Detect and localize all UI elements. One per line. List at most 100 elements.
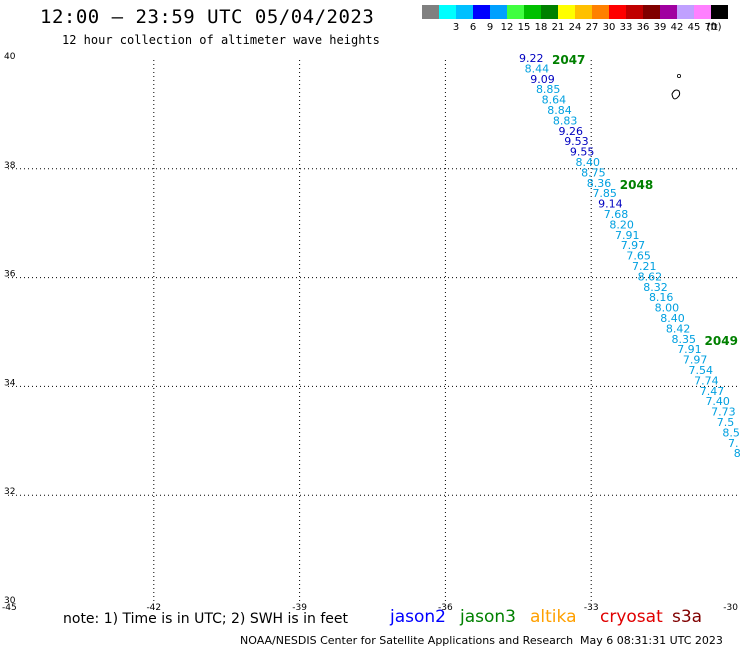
scale-swatch [626,5,643,19]
scale-label: 39 [653,22,667,33]
footer-credit: NOAA/NESDIS Center for Satellite Applica… [240,634,574,647]
scale-label: 6 [469,22,477,33]
scale-label: 12 [500,22,514,33]
wave-height-label: 8.5 [722,426,740,439]
scale-swatch [711,5,728,19]
wave-height-label: 9.22 [519,52,544,65]
scale-swatch [473,5,490,19]
longitude-label: -30 [723,603,738,613]
scale-label: 3 [452,22,460,33]
scale-label: 18 [534,22,548,33]
scale-swatch [422,5,439,19]
wave-height-label: 8.20 [609,218,634,231]
wave-height-label: 8.44 [525,62,550,75]
wave-height-label: 8.32 [643,281,668,294]
islet-outline [677,74,682,79]
scale-label: 42 [670,22,684,33]
scale-units: (ft) [706,22,722,33]
wave-height-label: 9.09 [530,73,555,86]
wave-height-label: 7.68 [604,208,629,221]
scale-swatch [456,5,473,19]
page-title: 12:00 – 23:59 UTC 05/04/2023 [40,6,375,28]
scale-swatch [643,5,660,19]
wave-height-label: 7.97 [683,354,708,367]
wave-height-label: 7.21 [632,260,657,273]
longitude-label: -42 [146,603,161,613]
wave-height-label: 8.75 [581,166,606,179]
wave-height-label: 7.74 [694,374,719,387]
satellite-legend-jason2: jason2 [390,607,446,627]
scale-swatch [558,5,575,19]
longitude-label: -45 [2,603,17,613]
scale-label: 24 [568,22,582,33]
latitude-label: 30 [4,596,16,606]
wave-height-label: 8.83 [553,114,578,127]
wave-height-label: 8.16 [649,291,674,304]
satellite-legend-s3a: s3a [672,607,703,627]
wave-height-label: 9.26 [559,125,584,138]
latitude-label: 34 [4,378,16,388]
scale-label: 27 [585,22,599,33]
scale-label: 21 [551,22,565,33]
scale-swatch [541,5,558,19]
scale-swatch [694,5,711,19]
scale-label: 36 [636,22,650,33]
wave-height-label: 7.97 [621,239,646,252]
island-outline [671,89,681,100]
scale-swatch [490,5,507,19]
scale-swatch [609,5,626,19]
scale-label: 9 [486,22,494,33]
longitude-label: -36 [438,603,453,613]
scale-label: 15 [517,22,531,33]
scale-swatch [507,5,524,19]
satellite-legend-jason3: jason3 [460,607,516,627]
wave-height-label: 7.91 [677,343,702,356]
page-subtitle: 12 hour collection of altimeter wave hei… [62,33,380,47]
footer-timestamp: May 6 08:31:31 UTC 2023 [580,634,723,647]
satellite-legend-altika: altika [530,607,577,627]
wave-height-label: 9.53 [564,135,589,148]
wave-height-label: 8.84 [547,104,572,117]
wave-height-label: 7.54 [689,364,714,377]
wave-height-label: 8.40 [576,156,601,169]
scale-label: 33 [619,22,633,33]
note-text: note: 1) Time is in UTC; 2) SWH is in fe… [63,611,349,627]
satellite-legend-cryosat: cryosat [600,607,663,627]
scale-swatch [524,5,541,19]
wave-height-label: 7.65 [626,250,651,263]
wave-height-label: 7.40 [705,395,730,408]
wave-height-label: 8.64 [542,94,567,107]
wave-height-label: 7.73 [711,406,736,419]
pass-time-label: 2047 [552,53,585,67]
scale-swatch [592,5,609,19]
wave-height-label: 8.00 [655,302,680,315]
wave-height-label: 8.42 [666,322,691,335]
longitude-label: -39 [292,603,307,613]
wave-height-label: 7.91 [615,229,640,242]
pass-time-label: 2049 [705,334,738,348]
wave-height-label: 7.85 [592,187,617,200]
latitude-label: 32 [4,487,15,497]
wave-height-label: 8.62 [638,270,663,283]
wave-height-label: 7.5 [717,416,735,429]
wave-height-label: 9.14 [598,198,623,211]
scale-swatch [660,5,677,19]
wave-height-label: 8.40 [660,312,685,325]
scale-swatch [677,5,694,19]
wave-height-label: 7.47 [700,385,725,398]
scale-label: 45 [687,22,701,33]
pass-time-label: 2048 [620,178,653,192]
longitude-label: -33 [584,603,599,613]
wave-height-label: 8.35 [672,333,697,346]
scale-swatch [575,5,592,19]
wave-height-label: 8.36 [587,177,612,190]
scale-label: 70 [704,22,718,33]
latitude-label: 40 [4,52,16,62]
latitude-label: 36 [4,270,16,280]
latitude-label: 38 [4,161,16,171]
wave-height-label: 8.85 [536,83,561,96]
scale-label: 30 [602,22,616,33]
wave-height-label: 7. [728,437,739,450]
